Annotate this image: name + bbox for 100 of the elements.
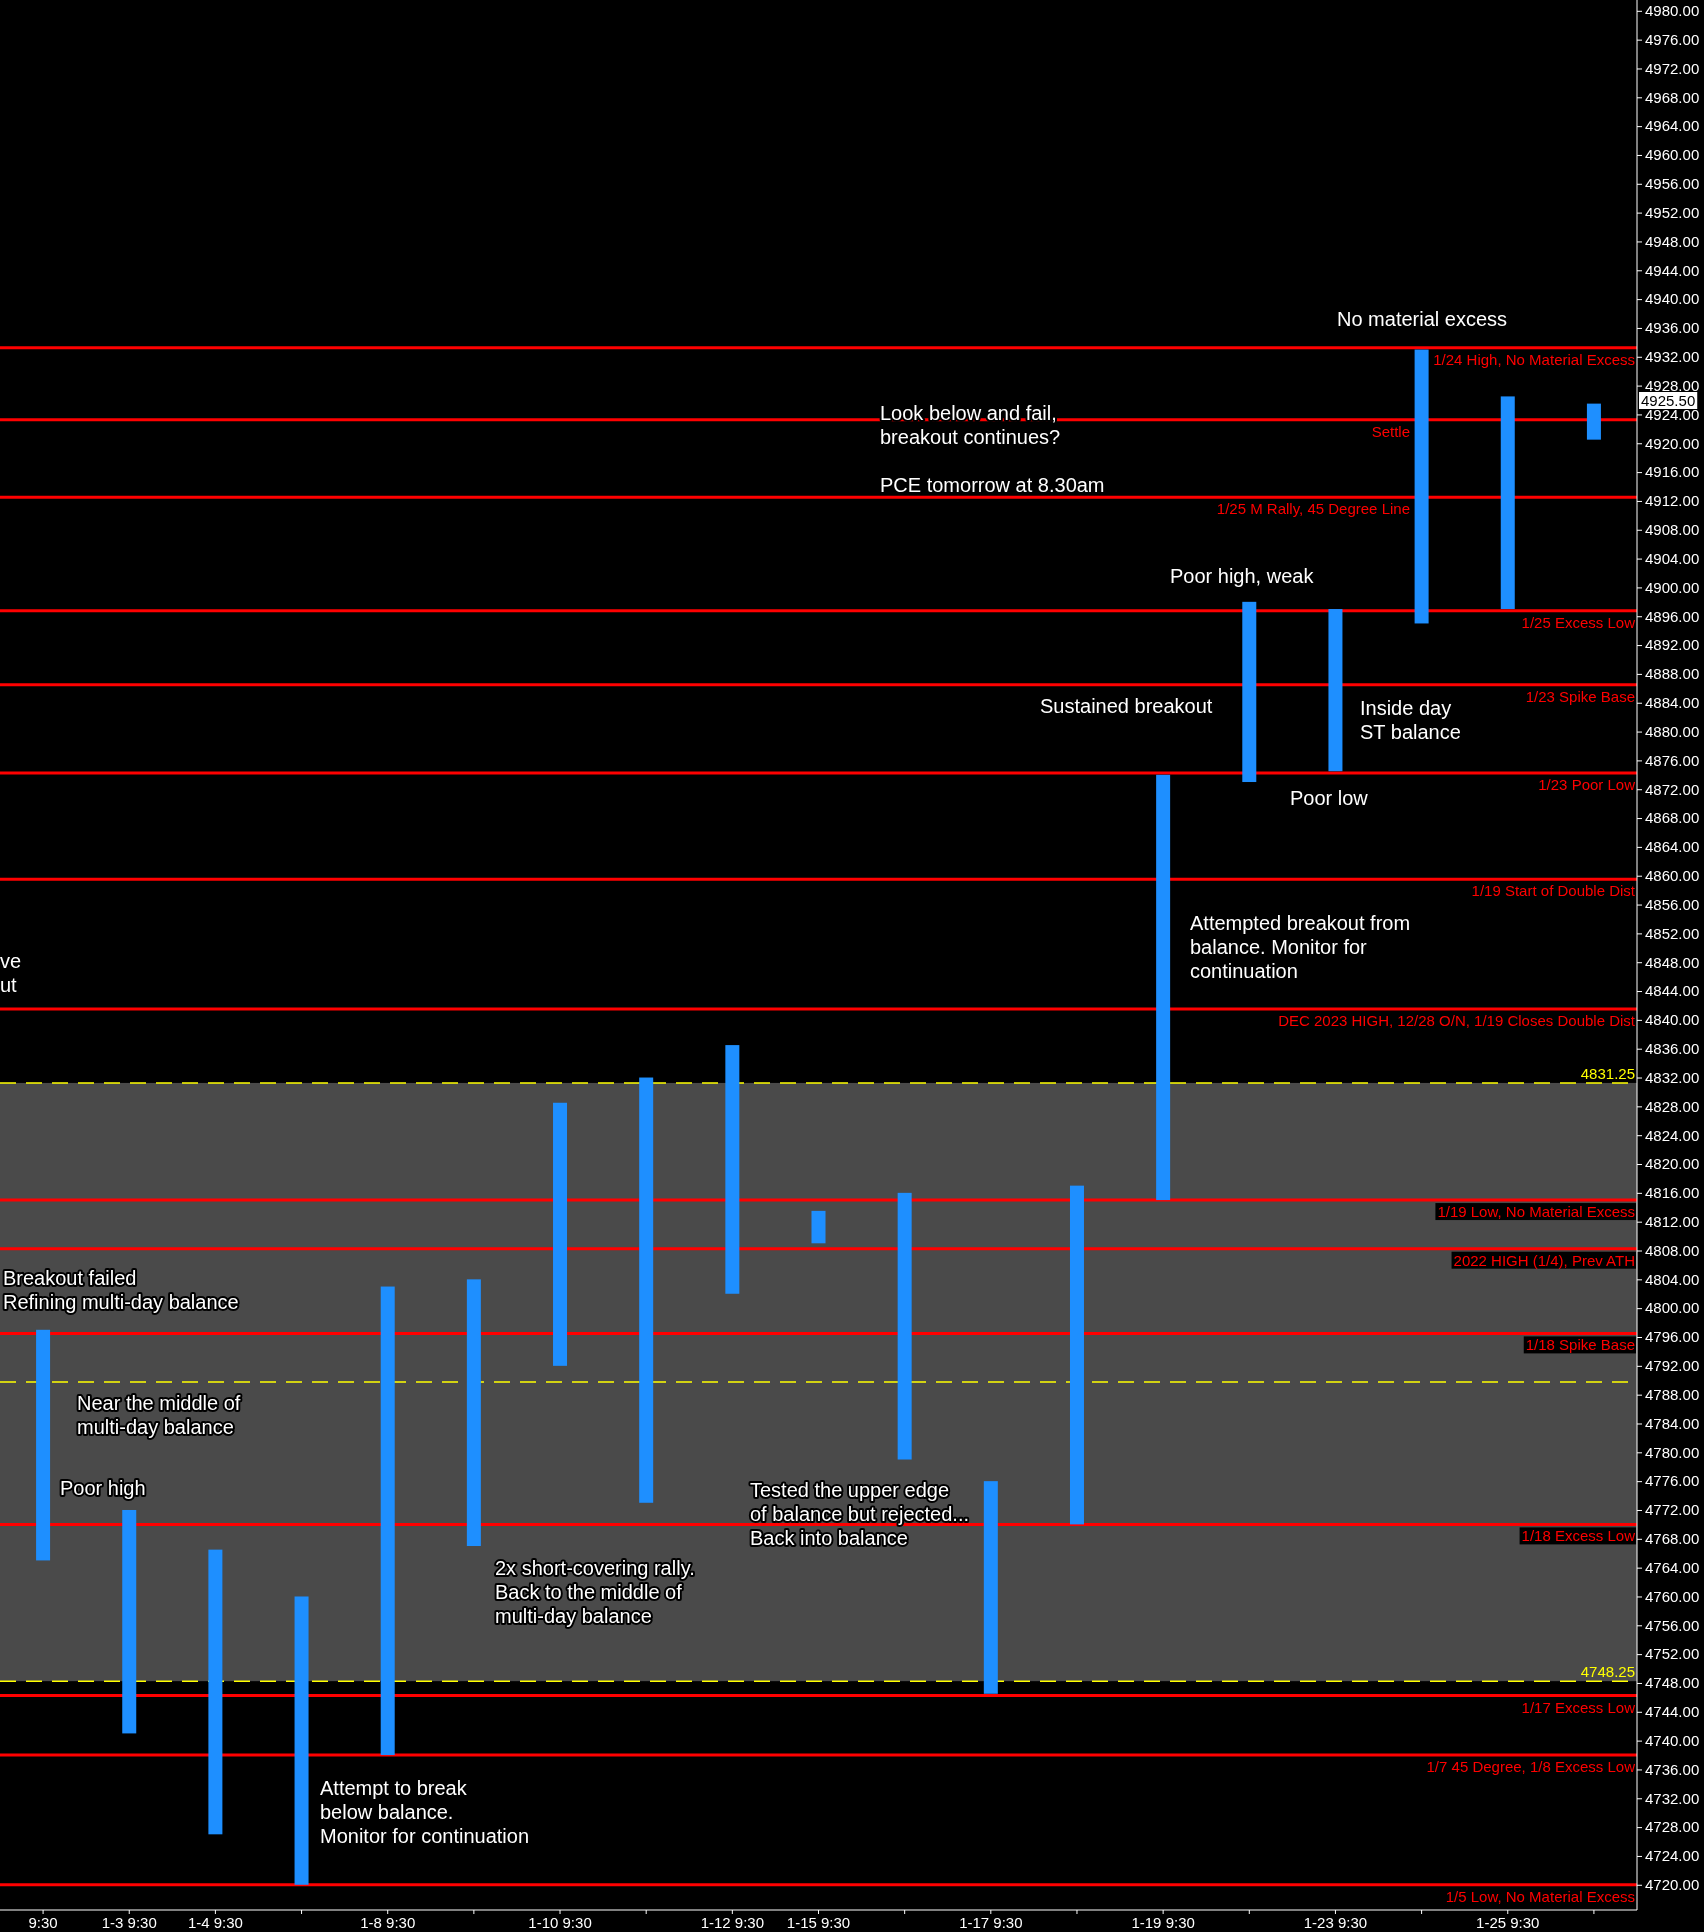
y-tick-label: 4892.00 <box>1645 636 1700 654</box>
y-tick-label: 4848.00 <box>1645 953 1700 971</box>
y-tick-label: 4820.00 <box>1645 1155 1700 1173</box>
ref-line-label: 1/25 Excess Low <box>1521 613 1636 631</box>
annotation: Breakout failed Refining multi-day balance <box>3 1267 239 1313</box>
y-tick-label: 4940.00 <box>1645 290 1700 308</box>
bar <box>897 1192 912 1460</box>
ref-line-label: 1/19 Low, No Material Excess <box>1437 1203 1635 1221</box>
y-tick-label: 4772.00 <box>1645 1501 1700 1519</box>
y-tick-label: 4852.00 <box>1645 924 1700 942</box>
y-tick-label: 4808.00 <box>1645 1241 1700 1259</box>
y-tick-label: 4932.00 <box>1645 348 1700 366</box>
ref-line-label: DEC 2023 HIGH, 12/28 O/N, 1/19 Closes Double Dist <box>1278 1012 1636 1030</box>
ref-line-label: Settle <box>1371 422 1410 440</box>
y-tick-label: 4888.00 <box>1645 665 1700 683</box>
y-tick-label: 4920.00 <box>1645 434 1700 452</box>
y-tick-label: 4956.00 <box>1645 175 1700 193</box>
y-tick-label: 4844.00 <box>1645 982 1700 1000</box>
annotation: Attempted breakout from balance. Monitor for continuation <box>1190 912 1411 982</box>
y-tick-label: 4728.00 <box>1645 1818 1700 1836</box>
y-tick-label: 4916.00 <box>1645 463 1700 481</box>
bar <box>1328 609 1343 772</box>
ref-line-label: 1/5 Low, No Material Excess <box>1445 1887 1635 1905</box>
y-tick-label: 4868.00 <box>1645 809 1700 827</box>
y-tick-label: 4860.00 <box>1645 867 1700 885</box>
annotation: Attempt to break below balance. Monitor for continuation <box>320 1777 530 1847</box>
annotation: Near the middle of multi-day balance <box>77 1392 241 1438</box>
y-tick-label: 4856.00 <box>1645 895 1700 913</box>
bar <box>1242 601 1257 783</box>
y-tick-label: 4720.00 <box>1645 1876 1700 1894</box>
y-tick-label: 4748.00 <box>1645 1674 1700 1692</box>
y-tick-label: 4936.00 <box>1645 319 1700 337</box>
y-tick-label: 4912.00 <box>1645 492 1700 510</box>
annotation: Poor high, weak <box>1170 565 1315 587</box>
bar <box>811 1210 826 1244</box>
y-tick-label: 4756.00 <box>1645 1616 1700 1634</box>
ref-line-label: 4748.25 <box>1580 1663 1635 1681</box>
y-tick-label: 4804.00 <box>1645 1270 1700 1288</box>
bar <box>1586 403 1601 440</box>
y-tick-label: 4768.00 <box>1645 1530 1700 1548</box>
ref-line-label: 1/18 Spike Base <box>1525 1336 1635 1354</box>
y-tick-label: 4784.00 <box>1645 1414 1700 1432</box>
y-tick-label: 4828.00 <box>1645 1097 1700 1115</box>
x-tick-label: 1-15 9:30 <box>786 1913 851 1931</box>
y-tick-label: 4776.00 <box>1645 1472 1700 1490</box>
y-tick-label: 4836.00 <box>1645 1040 1700 1057</box>
bar <box>208 1549 223 1835</box>
y-tick-label: 4944.00 <box>1645 261 1700 279</box>
y-tick-label: 4972.00 <box>1645 59 1700 77</box>
x-tick-label: 9:30 <box>28 1913 58 1931</box>
x-tick-label: 1-23 9:30 <box>1303 1913 1368 1931</box>
y-tick-label: 4900.00 <box>1645 578 1700 596</box>
y-tick-label: 4732.00 <box>1645 1789 1700 1807</box>
x-tick-label: 1-12 9:30 <box>700 1913 765 1931</box>
y-tick-label: 4752.00 <box>1645 1645 1700 1663</box>
ref-line-label: 1/17 Excess Low <box>1521 1698 1636 1716</box>
y-tick-label: 4760.00 <box>1645 1587 1700 1605</box>
y-tick-label: 4812.00 <box>1645 1212 1700 1230</box>
y-tick-label: 4976.00 <box>1645 30 1700 48</box>
y-tick-label: 4764.00 <box>1645 1558 1700 1576</box>
x-tick-label: 1-17 9:30 <box>959 1913 1023 1931</box>
bar <box>725 1045 740 1294</box>
y-tick-label: 4876.00 <box>1645 751 1700 769</box>
y-tick-label: 4740.00 <box>1645 1731 1700 1749</box>
bar <box>1500 396 1515 610</box>
y-tick-label: 4904.00 <box>1645 549 1700 567</box>
y-tick-label: 4736.00 <box>1645 1760 1700 1778</box>
annotation: Sustained breakout <box>1040 695 1213 717</box>
y-tick-label: 4796.00 <box>1645 1328 1700 1346</box>
y-tick-label: 4788.00 <box>1645 1385 1700 1403</box>
x-tick-label: 1-19 9:30 <box>1131 1913 1195 1931</box>
bar <box>983 1481 998 1694</box>
x-tick-label: 1-25 9:30 <box>1476 1913 1540 1931</box>
text: 4925.50 <box>1641 392 1696 409</box>
x-tick-label: 1-8 9:30 <box>360 1913 416 1931</box>
bar <box>466 1279 481 1547</box>
annotation: Poor low <box>1290 787 1369 809</box>
y-tick-label: 4948.00 <box>1645 232 1700 250</box>
bar <box>380 1286 395 1756</box>
bar <box>122 1509 137 1734</box>
ref-line-label: 1/23 Spike Base <box>1525 687 1635 705</box>
y-tick-label: 4964.00 <box>1645 117 1700 135</box>
y-tick-label: 4952.00 <box>1645 203 1700 221</box>
y-tick-label: 4960.00 <box>1645 146 1700 164</box>
annotation: Inside day ST balance <box>1360 697 1461 743</box>
y-tick-label: 4908.00 <box>1645 521 1700 539</box>
y-tick-label: 4884.00 <box>1645 694 1700 712</box>
annotation: ve ut <box>0 950 22 996</box>
ref-line-label: 1/23 Poor Low <box>1538 776 1636 794</box>
bar <box>36 1329 51 1561</box>
ref-line-label: 1/25 M Rally, 45 Degree Line <box>1216 500 1410 518</box>
bar <box>1069 1185 1084 1525</box>
bar <box>639 1077 654 1503</box>
annotation: Tested the upper edge of balance but rejected... Back into balance <box>750 1479 970 1549</box>
y-tick-label: 4824.00 <box>1645 1126 1700 1144</box>
ref-line-label: 4831.25 <box>1580 1064 1635 1082</box>
y-tick-label: 4872.00 <box>1645 780 1700 798</box>
y-tick-label: 4864.00 <box>1645 838 1700 856</box>
ref-line-label: 1/18 Excess Low <box>1521 1527 1636 1545</box>
annotation: Poor high <box>60 1477 146 1499</box>
